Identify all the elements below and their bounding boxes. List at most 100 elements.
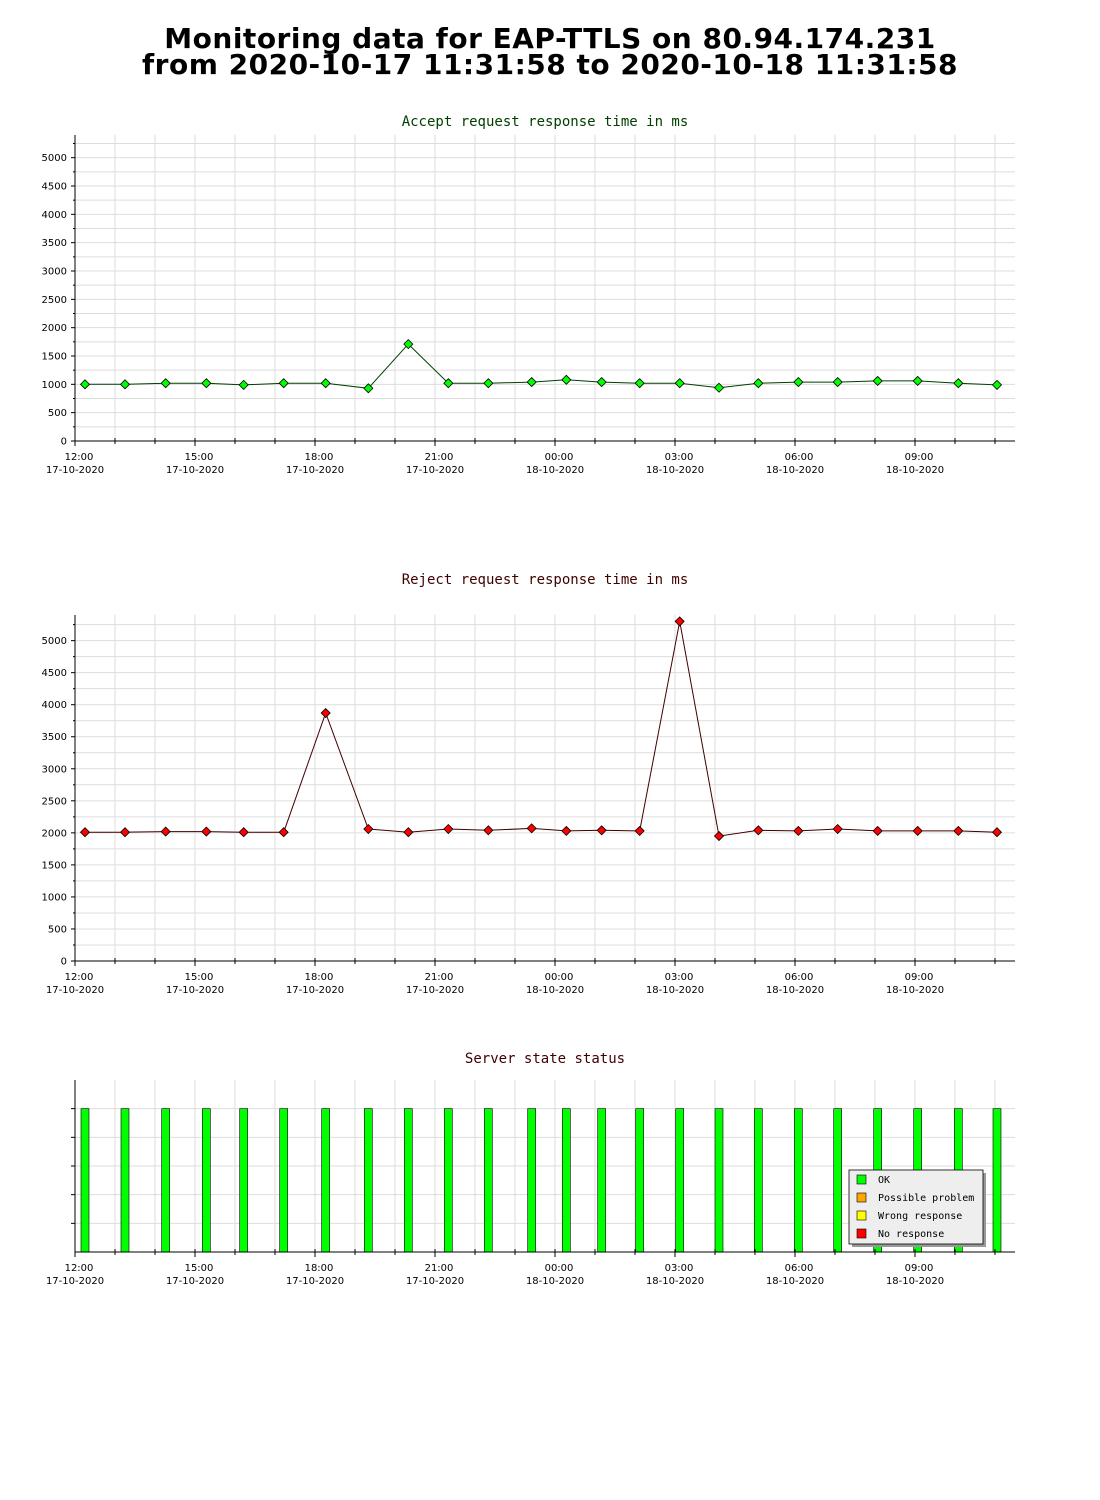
chart-1-xtick-time: 09:00 (905, 972, 934, 983)
chart-1-point (201, 826, 212, 837)
chart-1-ytick-label: 2000 (42, 828, 67, 839)
legend-box (848, 1169, 984, 1245)
chart-1-point (953, 825, 964, 836)
chart-1-xtick-date: 18-10-2020 (766, 985, 824, 996)
legend-swatch (856, 1192, 867, 1203)
chart-2-xtick-date: 17-10-2020 (286, 1276, 344, 1287)
chart-0-xtick-time: 00:00 (545, 452, 574, 463)
chart-0-xtick-date: 17-10-2020 (46, 465, 104, 476)
chart-0-point (793, 377, 804, 388)
legend-swatch (856, 1228, 867, 1239)
chart-0-point (753, 378, 764, 389)
chart-2-bar (484, 1108, 493, 1253)
chart-0-xtick-date: 18-10-2020 (886, 465, 944, 476)
chart-2-bar (120, 1108, 130, 1253)
chart-0-xtick-time: 18:00 (305, 452, 334, 463)
legend-label: Wrong response (878, 1211, 962, 1222)
chart-1-ytick-label: 1500 (42, 860, 67, 871)
chart-2-xtick-date: 17-10-2020 (46, 1276, 104, 1287)
chart-2-bar (635, 1108, 644, 1253)
chart-2-bar (364, 1108, 373, 1253)
chart-1-point (79, 827, 91, 838)
chart-1-point (526, 823, 537, 834)
chart-0-point (674, 378, 685, 389)
chart-2-bar (279, 1108, 288, 1253)
chart-0-point (363, 383, 374, 394)
chart-2-xtick-date: 18-10-2020 (526, 1276, 584, 1287)
chart-2-xtick-date: 18-10-2020 (766, 1276, 824, 1287)
chart-1-point (119, 827, 131, 838)
chart-0-xtick-date: 18-10-2020 (646, 465, 704, 476)
chart-1-xtick-date: 18-10-2020 (646, 985, 704, 996)
chart-0-series-line (85, 343, 998, 389)
chart-0-point (872, 375, 883, 386)
chart-1-title: Reject request response time in ms (402, 572, 689, 588)
chart-0-ytick-label: 0 (61, 437, 67, 448)
chart-1-series-line (85, 621, 998, 837)
chart-0-ytick-label: 1000 (42, 380, 67, 391)
chart-0-xtick-time: 06:00 (785, 452, 814, 463)
chart-1-xtick-time: 12:00 (65, 972, 94, 983)
chart-0-point (526, 377, 537, 388)
chart-1-point (483, 825, 494, 836)
chart-2-bar (992, 1108, 1002, 1253)
chart-1-ytick-label: 1000 (42, 892, 67, 903)
chart-1-xtick-date: 17-10-2020 (286, 985, 344, 996)
chart-0-point (953, 378, 964, 389)
chart-1-xtick-date: 17-10-2020 (46, 985, 104, 996)
chart-0-xtick-time: 15:00 (185, 452, 214, 463)
chart-1-point (832, 823, 843, 835)
chart-1-point (561, 825, 572, 836)
chart-0-point (713, 382, 725, 393)
chart-1-grid (75, 615, 1015, 961)
chart-1-xtick-date: 18-10-2020 (526, 985, 584, 996)
chart-0-xtick-time: 09:00 (905, 452, 934, 463)
legend-swatch (856, 1210, 867, 1221)
chart-0-point (79, 379, 91, 390)
chart-2-bar (794, 1108, 803, 1253)
chart-1-ytick-label: 3000 (42, 764, 67, 775)
chart-2-title: Server state status (465, 1051, 625, 1067)
chart-2-bar (80, 1108, 90, 1253)
chart-2-xtick-date: 17-10-2020 (406, 1276, 464, 1287)
chart-1-xtick-time: 03:00 (665, 972, 694, 983)
chart-0-ytick-label: 1500 (42, 352, 67, 363)
chart-1-xtick-time: 21:00 (425, 972, 454, 983)
chart-2-bar (161, 1108, 170, 1253)
chart-0-point (119, 379, 131, 390)
chart-0-point (561, 374, 572, 385)
chart-1-xtick-time: 15:00 (185, 972, 214, 983)
chart-0-xtick-date: 17-10-2020 (406, 465, 464, 476)
chart-2-bar (321, 1108, 330, 1253)
legend-label: No response (878, 1229, 944, 1240)
chart-0-point (160, 378, 171, 389)
chart-1-point (160, 826, 171, 837)
chart-1-xtick-date: 17-10-2020 (166, 985, 224, 996)
chart-0-point (278, 378, 289, 389)
chart-0-point (238, 379, 249, 390)
chart-0-point (403, 339, 414, 350)
chart-1-point (674, 616, 685, 627)
chart-1-ytick-label: 4500 (42, 668, 67, 679)
page-title-line-2: from 2020-10-17 11:31:58 to 2020-10-18 1… (141, 48, 959, 81)
chart-1-point (278, 827, 289, 838)
chart-0-title: Accept request response time in ms (402, 114, 689, 130)
chart-1-xtick-time: 00:00 (545, 972, 574, 983)
chart-2-bar (675, 1108, 684, 1253)
chart-1-point (238, 827, 249, 838)
chart-1-point (753, 825, 764, 836)
chart-2-bar (444, 1108, 453, 1253)
chart-2-bar (714, 1108, 724, 1253)
chart-1-point (872, 825, 883, 836)
chart-1-xtick-date: 18-10-2020 (886, 985, 944, 996)
chart-1-point (443, 823, 454, 835)
chart-2-xtick-time: 15:00 (185, 1263, 214, 1274)
chart-1-ytick-label: 5000 (42, 636, 67, 647)
chart-1-xtick-time: 18:00 (305, 972, 334, 983)
chart-2-xtick-time: 21:00 (425, 1263, 454, 1274)
chart-2-xtick-time: 18:00 (305, 1263, 334, 1274)
chart-2-xtick-time: 09:00 (905, 1263, 934, 1274)
legend-swatch (856, 1174, 867, 1185)
legend-label: OK (878, 1175, 890, 1186)
chart-0-point (634, 378, 645, 389)
